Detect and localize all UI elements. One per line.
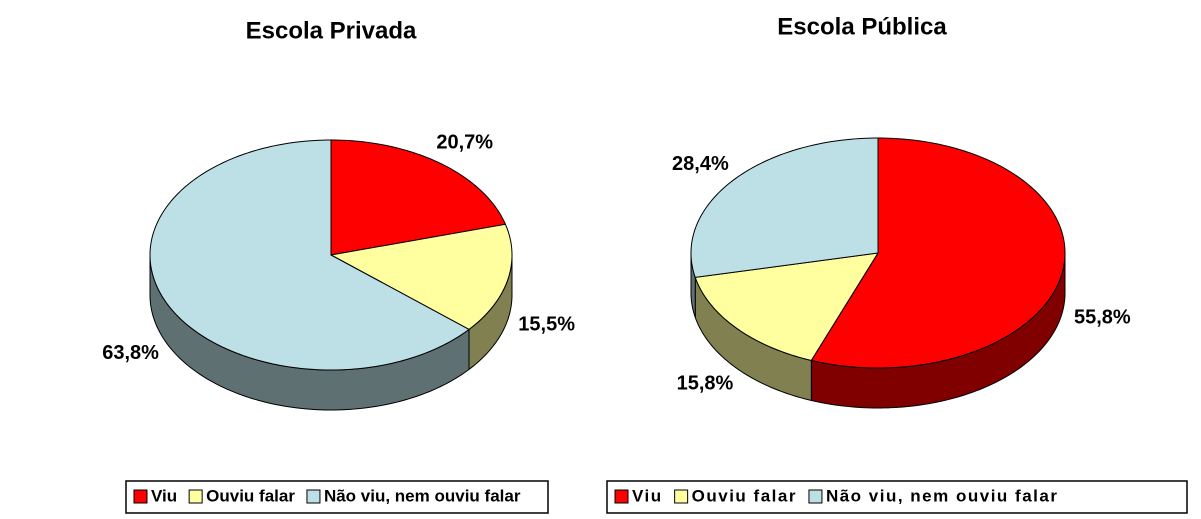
slice (329, 223, 513, 331)
legend-label: Viu (151, 486, 177, 505)
legend-label: Ouviu falar (692, 486, 797, 505)
legend-label: Não viu, nem ouviu falar (324, 486, 521, 505)
legend-swatch (614, 489, 629, 504)
legend-label: Ouviu falar (206, 486, 295, 505)
value-label: 63,8% (102, 342, 159, 364)
slice (330, 139, 507, 256)
slice (690, 137, 879, 278)
value-label: 15,5% (518, 313, 575, 335)
legend-box (125, 480, 549, 514)
slice (810, 137, 1066, 369)
value-label: 55,8% (1074, 307, 1131, 329)
chart-title: Escola Privada (246, 17, 417, 44)
legend-box (606, 480, 1188, 514)
chart-title: Escola Pública (777, 13, 947, 40)
value-label: 20,7% (436, 132, 493, 154)
legend-swatch (133, 489, 148, 504)
value-label: 28,4% (672, 153, 729, 175)
legend-swatch (674, 489, 689, 504)
legend-label: Viu (632, 486, 663, 505)
slice (694, 252, 879, 362)
legend-swatch (188, 489, 203, 504)
slice (149, 139, 470, 371)
legend-swatch (808, 489, 823, 504)
legend-label: Não viu, nem ouviu falar (826, 486, 1059, 505)
value-label: 15,8% (677, 373, 734, 395)
legend-swatch (306, 489, 321, 504)
